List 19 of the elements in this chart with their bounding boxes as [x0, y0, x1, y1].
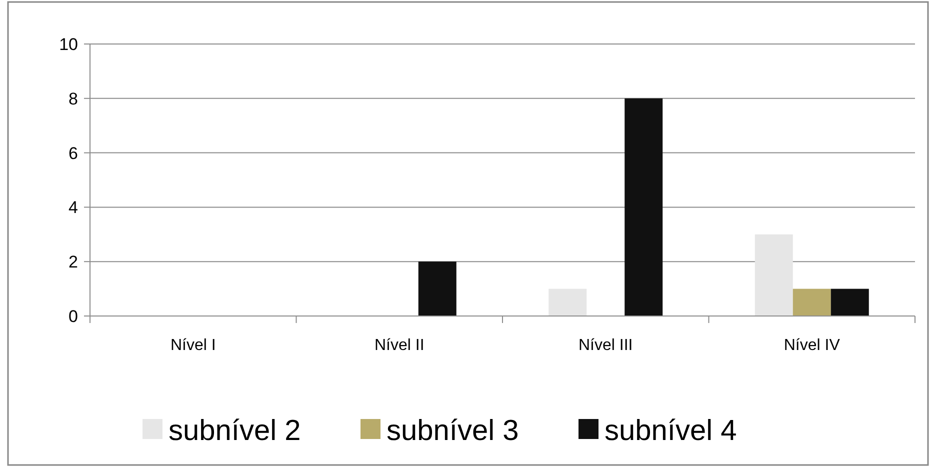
bar [418, 262, 456, 316]
bar [830, 288, 869, 316]
bar [624, 98, 663, 316]
bar [792, 288, 831, 316]
legend-label: subnível 2 [168, 415, 301, 448]
y-tick-label: 10 [59, 34, 78, 54]
bar [754, 234, 793, 316]
y-tick-label: 0 [68, 306, 78, 326]
x-tick-label: Nível IV [784, 337, 840, 354]
legend-label: subnível 3 [386, 415, 519, 448]
y-tick-label: 4 [68, 198, 78, 218]
x-tick-label: Nível III [578, 337, 633, 354]
y-tick-label: 6 [68, 144, 78, 163]
legend-label: subnível 4 [604, 415, 737, 448]
y-tick-label: 8 [68, 89, 78, 108]
x-tick-label: Nível I [170, 337, 216, 354]
bar [548, 288, 587, 316]
y-tick-label: 2 [68, 252, 78, 272]
x-tick-label: Nível II [374, 337, 424, 354]
